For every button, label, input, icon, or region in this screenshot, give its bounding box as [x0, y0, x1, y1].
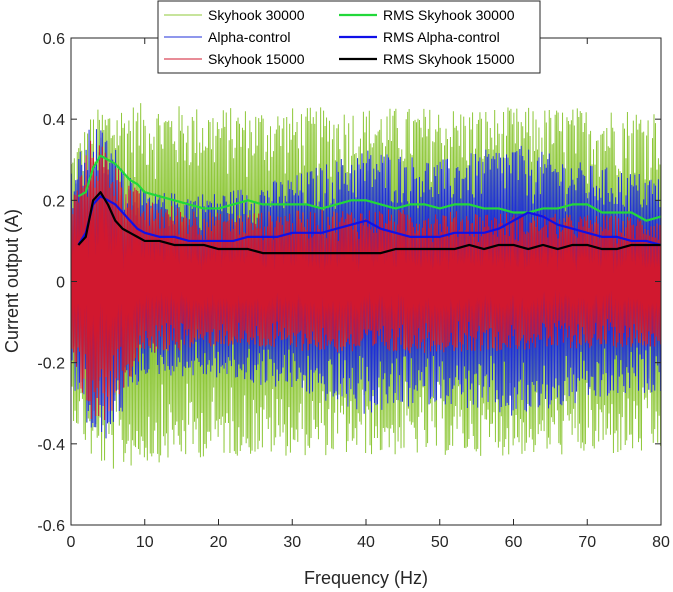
x-axis-label: Frequency (Hz): [304, 568, 428, 588]
x-tick-label: 70: [578, 534, 596, 551]
legend-entry: Skyhook 30000: [208, 7, 305, 23]
x-tick-label: 80: [652, 534, 670, 551]
legend-entry: RMS Skyhook 15000: [383, 51, 515, 67]
y-tick-label: -0.2: [37, 356, 65, 373]
y-tick-label: -0.4: [37, 437, 65, 454]
series-skyhook-15000-signal: [71, 140, 661, 420]
series-rms-alpha-control-line: [77, 195, 661, 247]
x-tick-label: 60: [505, 534, 523, 551]
x-tick-label: 10: [136, 534, 154, 551]
legend-entry: Alpha-control: [208, 29, 291, 45]
x-tick-label: 40: [357, 534, 375, 551]
y-axis-label: Current output (A): [2, 209, 22, 353]
plot-area: [71, 103, 661, 469]
legend: Skyhook 30000 Alpha-control Skyhook 15000 R…: [157, 0, 541, 74]
y-tick-label: 0: [56, 275, 65, 292]
x-tick-label: 30: [283, 534, 301, 551]
legend-entry: RMS Skyhook 30000: [383, 7, 515, 23]
x-tick-label: 50: [431, 534, 449, 551]
legend-entry: Skyhook 15000: [208, 51, 305, 67]
axis-ticks: 0 10 20 30 40 50 60 70 80 -0.6 -0.4 -0.2 0 0.2 0.4 0.6: [37, 31, 670, 551]
series-rms-skyhook-30000-line: [77, 154, 661, 222]
x-tick-label: 0: [67, 534, 76, 551]
x-tick-label: 20: [210, 534, 228, 551]
series-rms-skyhook-15000-line: [77, 191, 661, 255]
y-tick-label: -0.6: [37, 518, 65, 535]
y-tick-label: 0.2: [43, 193, 65, 210]
y-tick-label: 0.6: [43, 31, 65, 48]
legend-entry: RMS Alpha-control: [383, 29, 500, 45]
y-tick-label: 0.4: [43, 112, 65, 129]
